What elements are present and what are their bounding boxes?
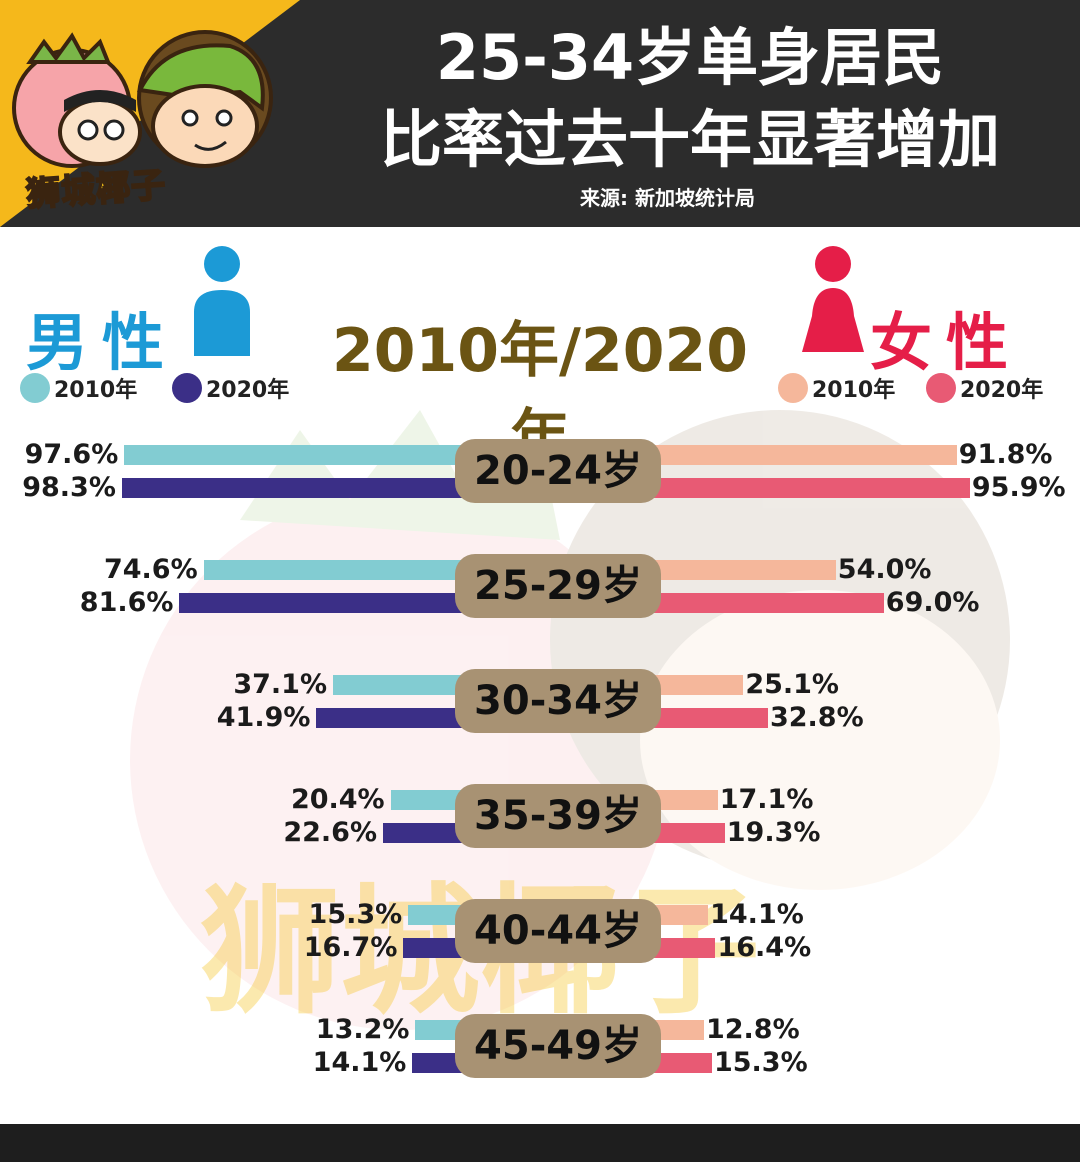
value-label-female-2010: 91.8%	[958, 439, 1053, 470]
age-group-label: 20-24岁	[455, 439, 661, 503]
legend-female-2010: 2010年	[778, 372, 895, 404]
value-label-female-2010: 17.1%	[719, 784, 814, 815]
value-label-female-2020: 19.3%	[726, 817, 821, 848]
value-label-male-2020: 81.6%	[79, 587, 174, 618]
legend-female-2020: 2020年	[926, 372, 1043, 404]
bar-male-2010	[203, 560, 481, 580]
bar-male-2010	[333, 675, 481, 695]
bar-female-2010	[643, 675, 744, 695]
legend-dot-icon	[20, 373, 50, 403]
age-group-label: 25-29岁	[455, 554, 661, 618]
bar-female-2020	[643, 708, 768, 728]
value-label-female-2020: 32.8%	[769, 702, 864, 733]
legend-dot-icon	[926, 373, 956, 403]
value-label-female-2020: 15.3%	[713, 1047, 808, 1078]
bar-female-2010	[643, 790, 718, 810]
bar-female-2010	[643, 445, 957, 465]
page-title-line2: 比率过去十年显著增加	[379, 103, 1000, 176]
logo: 狮城椰子	[0, 0, 300, 227]
value-label-male-2020: 16.7%	[303, 932, 398, 963]
legend-dot-icon	[172, 373, 202, 403]
value-label-female-2010: 25.1%	[745, 669, 839, 700]
value-label-female-2010: 14.1%	[710, 899, 804, 930]
value-label-male-2010: 20.4%	[290, 784, 385, 815]
bar-male-2020	[179, 593, 481, 613]
value-label-male-2020: 41.9%	[216, 702, 311, 733]
page-title-line1: 25-34岁单身居民	[435, 21, 945, 94]
legend-label: 2020年	[960, 378, 1044, 403]
header: 狮城椰子 25-34岁单身居民 比率过去十年显著增加 来源: 新加坡统计局	[0, 0, 1080, 227]
value-label-male-2010: 15.3%	[308, 899, 403, 930]
logo-mascot-icon	[12, 30, 273, 168]
legend-dot-icon	[778, 373, 808, 403]
bar-female-2010	[643, 560, 836, 580]
male-person-icon	[194, 246, 250, 356]
value-label-female-2020: 95.9%	[971, 472, 1066, 503]
legend-label: 2010年	[812, 378, 896, 403]
footer-band	[0, 1124, 1080, 1162]
age-group-label: 35-39岁	[455, 784, 661, 848]
female-person-icon	[802, 246, 864, 352]
age-group-label: 45-49岁	[455, 1014, 661, 1078]
source-note: 来源: 新加坡统计局	[580, 186, 755, 210]
value-label-male-2010: 37.1%	[233, 669, 327, 700]
value-label-male-2020: 22.6%	[283, 817, 378, 848]
bar-female-2020	[643, 823, 725, 843]
bar-male-2020	[316, 708, 481, 728]
female-label: 女性	[870, 306, 1023, 379]
value-label-female-2010: 54.0%	[837, 554, 932, 585]
legend-label: 2020年	[206, 378, 290, 403]
chart-period-title: 2010年/2020年	[332, 316, 748, 473]
value-label-male-2010: 74.6%	[103, 554, 198, 585]
male-label: 男性	[26, 306, 179, 379]
age-group-label: 30-34岁	[455, 669, 661, 733]
value-label-female-2010: 12.8%	[705, 1014, 800, 1045]
value-label-male-2010: 97.6%	[24, 439, 119, 470]
bar-male-2020	[121, 478, 481, 498]
bar-female-2020	[643, 593, 884, 613]
legend-male-2010: 2010年	[20, 372, 137, 404]
value-label-female-2020: 16.4%	[717, 932, 812, 963]
value-label-male-2020: 14.1%	[312, 1047, 407, 1078]
logo-text: 狮城椰子	[24, 164, 168, 216]
value-label-female-2020: 69.0%	[885, 587, 980, 618]
value-label-male-2020: 98.3%	[22, 472, 116, 503]
bar-male-2010	[124, 445, 481, 465]
legend-label: 2010年	[54, 378, 138, 403]
legend-male-2020: 2020年	[172, 372, 289, 404]
bar-female-2020	[643, 478, 970, 498]
value-label-male-2010: 13.2%	[315, 1014, 410, 1045]
age-group-label: 40-44岁	[455, 899, 661, 963]
bar-female-2020	[643, 938, 716, 958]
